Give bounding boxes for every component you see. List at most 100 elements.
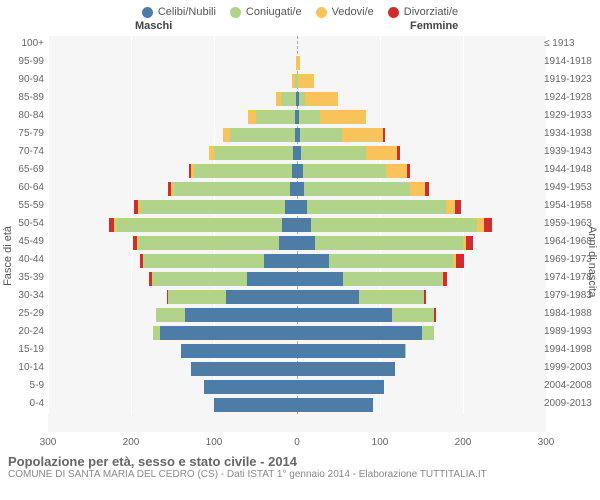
legend-item: Divorziati/e	[388, 6, 458, 18]
male-bar	[48, 216, 297, 233]
bar-segment	[311, 218, 477, 232]
female-bar	[297, 342, 546, 359]
birth-year-label: 1964-1968	[544, 236, 600, 247]
age-label: 50-54	[0, 218, 44, 229]
birth-year-label: 1924-1928	[544, 92, 600, 103]
female-header: Femmine	[410, 20, 458, 32]
birth-year-label: 1939-1943	[544, 146, 600, 157]
bar-segment	[297, 56, 300, 70]
age-label: 5-9	[0, 380, 44, 391]
legend-swatch	[230, 7, 241, 18]
bar-segment	[434, 308, 436, 322]
bar-segment	[297, 254, 329, 268]
male-bar	[48, 72, 297, 89]
birth-year-label: 1999-2003	[544, 362, 600, 373]
bar-segment	[297, 272, 343, 286]
age-label: 55-59	[0, 200, 44, 211]
birth-year-label: 1974-1978	[544, 272, 600, 283]
pyramid-row	[48, 378, 546, 395]
age-label: 20-24	[0, 326, 44, 337]
bar-segment	[194, 164, 292, 178]
bar-segment	[455, 200, 462, 214]
age-label: 70-74	[0, 146, 44, 157]
age-label: 10-14	[0, 362, 44, 373]
chart-title: Popolazione per età, sesso e stato civil…	[8, 454, 592, 469]
female-bar	[297, 270, 546, 287]
legend-swatch	[388, 7, 399, 18]
bar-segment	[397, 146, 399, 160]
birth-year-label: 1984-1988	[544, 308, 600, 319]
bar-segment	[153, 326, 160, 340]
pyramid-row	[48, 198, 546, 215]
female-bar	[297, 54, 546, 71]
pyramid-row	[48, 72, 546, 89]
pyramid-row	[48, 54, 546, 71]
bar-segment	[116, 218, 282, 232]
age-label: 0-4	[0, 398, 44, 409]
bar-segment	[299, 110, 320, 124]
female-bar	[297, 198, 546, 215]
age-label: 80-84	[0, 110, 44, 121]
bar-segment	[422, 326, 434, 340]
legend-item: Coniugati/e	[230, 6, 302, 18]
bar-segment	[303, 164, 386, 178]
bar-segment	[297, 200, 307, 214]
bar-segment	[297, 398, 373, 412]
birth-year-label: 1979-1983	[544, 290, 600, 301]
bar-segment	[297, 290, 359, 304]
bar-segment	[138, 236, 279, 250]
chart-subtitle: COMUNE DI SANTA MARIA DEL CEDRO (CS) - D…	[8, 469, 592, 480]
bar-segment	[140, 200, 285, 214]
bar-segment	[223, 128, 230, 142]
bar-segment	[181, 344, 297, 358]
bar-segment	[425, 182, 429, 196]
bar-segment	[386, 164, 407, 178]
male-bar	[48, 342, 297, 359]
male-bar	[48, 90, 297, 107]
birth-year-label: 1919-1923	[544, 74, 600, 85]
male-bar	[48, 108, 297, 125]
bar-segment	[204, 380, 297, 394]
birth-year-label: 2004-2008	[544, 380, 600, 391]
female-bar	[297, 36, 546, 53]
pyramid-row	[48, 162, 546, 179]
bar-segment	[152, 272, 247, 286]
bar-segment	[443, 272, 447, 286]
birth-year-label: 1969-1973	[544, 254, 600, 265]
pyramid-row	[48, 288, 546, 305]
female-bar	[297, 108, 546, 125]
male-bar	[48, 36, 297, 53]
male-bar	[48, 324, 297, 341]
bar-segment	[456, 254, 464, 268]
bar-segment	[214, 146, 293, 160]
bar-segment	[297, 218, 311, 232]
bar-segment	[359, 290, 424, 304]
bar-segment	[290, 182, 297, 196]
age-label: 30-34	[0, 290, 44, 301]
male-bar	[48, 162, 297, 179]
pyramid-row	[48, 396, 546, 413]
female-bar	[297, 216, 546, 233]
female-bar	[297, 162, 546, 179]
age-label: 100+	[0, 38, 44, 49]
age-label: 45-49	[0, 236, 44, 247]
bar-segment	[305, 92, 338, 106]
x-tick-label: 200	[123, 437, 140, 448]
pyramid-row	[48, 324, 546, 341]
birth-year-label: 1929-1933	[544, 110, 600, 121]
bar-segment	[297, 380, 384, 394]
pyramid-row	[48, 126, 546, 143]
birth-year-label: 1914-1918	[544, 56, 600, 67]
x-tick-label: 100	[206, 437, 223, 448]
bar-segment	[297, 182, 304, 196]
birth-year-label: 1949-1953	[544, 182, 600, 193]
bar-segment	[160, 326, 297, 340]
pyramid-row	[48, 360, 546, 377]
female-bar	[297, 126, 546, 143]
x-tick-label: 200	[455, 437, 472, 448]
bar-segment	[410, 182, 425, 196]
bar-segment	[214, 398, 297, 412]
bar-segment	[185, 308, 297, 322]
pyramid-row	[48, 180, 546, 197]
age-label: 40-44	[0, 254, 44, 265]
